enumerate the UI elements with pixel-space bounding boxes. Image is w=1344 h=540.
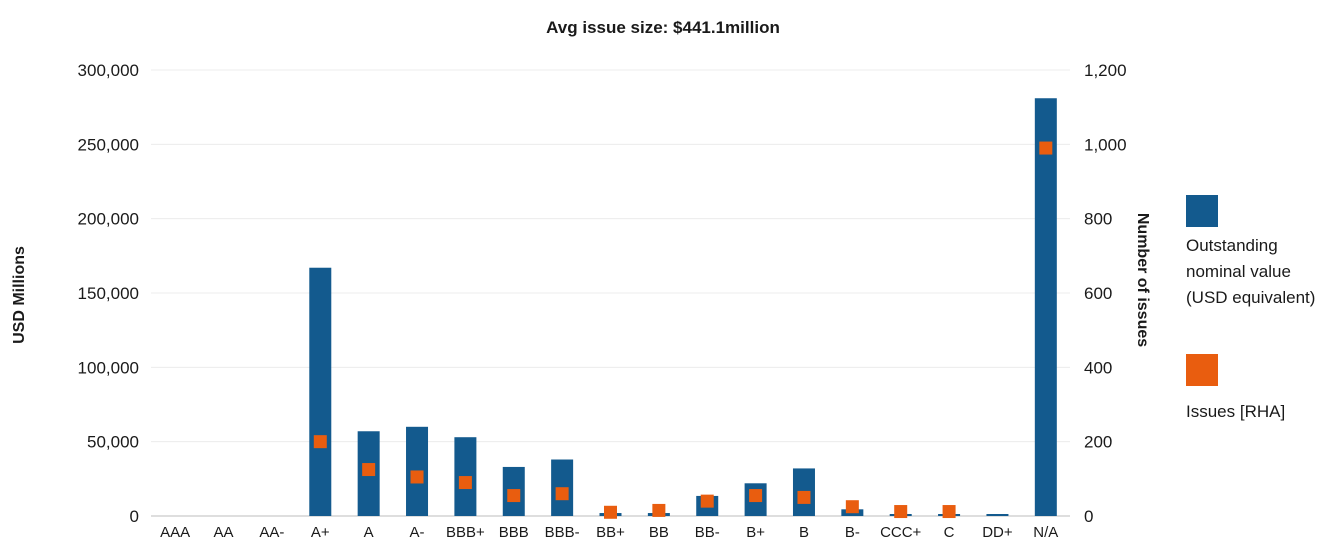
- legend-label-outstanding-line1: Outstanding: [1186, 236, 1278, 255]
- legend: Outstanding nominal value (USD equivalen…: [1186, 195, 1315, 421]
- y-axis-title: USD Millions: [11, 246, 28, 344]
- y-tick-label: 100,000: [78, 358, 139, 377]
- y2-tick-label: 200: [1084, 433, 1112, 452]
- y2-axis-title: Number of issues: [1134, 213, 1151, 347]
- x-category-label: BBB+: [446, 524, 485, 540]
- y2-tick-label: 1,000: [1084, 135, 1127, 154]
- bar-outstanding-DD+: [986, 514, 1009, 516]
- y-tick-label: 250,000: [78, 135, 139, 154]
- category-labels: AAA AA AA- A+ A A- BBB+ BBB BBB- BB+ BB BB- B+ B B- CCC…: [160, 524, 1058, 540]
- y-tick-label: 50,000: [87, 433, 139, 452]
- legend-swatch-issues: [1186, 354, 1218, 386]
- y2-tick-label: 800: [1084, 210, 1112, 229]
- marker-issues-A: [362, 463, 376, 477]
- marker-issues-CCC+: [894, 505, 908, 519]
- legend-label-outstanding: Outstanding nominal value (USD equivalen…: [1186, 236, 1315, 307]
- x-category-label: N/A: [1033, 524, 1058, 540]
- x-category-label: A+: [311, 524, 330, 540]
- marker-issues-N/A: [1039, 141, 1053, 155]
- y-tick-label: 200,000: [78, 210, 139, 229]
- marker-issues-BB-: [700, 494, 714, 508]
- x-category-label: A-: [410, 524, 425, 540]
- y-tick-label: 150,000: [78, 284, 139, 303]
- y2-tick-label: 400: [1084, 358, 1112, 377]
- x-category-label: BB+: [596, 524, 625, 540]
- legend-swatch-outstanding: [1186, 195, 1218, 227]
- x-category-label: C: [944, 524, 955, 540]
- marker-issues-B-: [845, 500, 859, 514]
- x-category-label: B+: [746, 524, 765, 540]
- y-tick-label: 300,000: [78, 61, 139, 80]
- chart-title: Avg issue size: $441.1million: [546, 18, 780, 37]
- x-category-label: B-: [845, 524, 860, 540]
- marker-issues-A+: [313, 435, 327, 449]
- x-category-label: BBB: [499, 524, 529, 540]
- x-category-label: BB-: [695, 524, 720, 540]
- x-category-label: BBB-: [545, 524, 580, 540]
- x-category-label: DD+: [982, 524, 1013, 540]
- y2-tick-label: 0: [1084, 507, 1093, 526]
- bars: [309, 98, 1057, 516]
- x-category-label: A: [364, 524, 374, 540]
- marker-issues-B+: [749, 489, 763, 503]
- legend-label-outstanding-line3: (USD equivalent): [1186, 288, 1315, 307]
- legend-label-issues: Issues [RHA]: [1186, 402, 1285, 421]
- y2-tick-label: 600: [1084, 284, 1112, 303]
- x-category-label: BB: [649, 524, 669, 540]
- marker-issues-BBB+: [458, 476, 472, 490]
- marker-issues-BBB-: [555, 487, 569, 501]
- x-category-label: AAA: [160, 524, 190, 540]
- gridlines: [151, 69, 1070, 517]
- right-axis-ticks: 0 200 400 600 800 1,000 1,200: [1084, 61, 1127, 526]
- bar-outstanding-N/A: [1034, 98, 1057, 516]
- marker-issues-BBB: [507, 489, 521, 503]
- marker-issues-A-: [410, 470, 424, 484]
- bar-outstanding-A+: [309, 267, 332, 516]
- x-category-label: B: [799, 524, 809, 540]
- issue-markers: [313, 141, 1053, 519]
- marker-issues-BB: [652, 503, 666, 517]
- marker-issues-BB+: [604, 505, 617, 519]
- marker-issues-B: [797, 490, 811, 504]
- x-category-label: AA-: [259, 524, 284, 540]
- x-category-label: CCC+: [880, 524, 921, 540]
- marker-issues-C: [942, 505, 956, 519]
- y-tick-label: 0: [130, 507, 139, 526]
- left-axis-ticks: 0 50,000 100,000 150,000 200,000 250,000 300,0…: [78, 61, 139, 526]
- x-category-label: AA: [214, 524, 234, 540]
- legend-label-outstanding-line2: nominal value: [1186, 262, 1291, 281]
- y2-tick-label: 1,200: [1084, 61, 1127, 80]
